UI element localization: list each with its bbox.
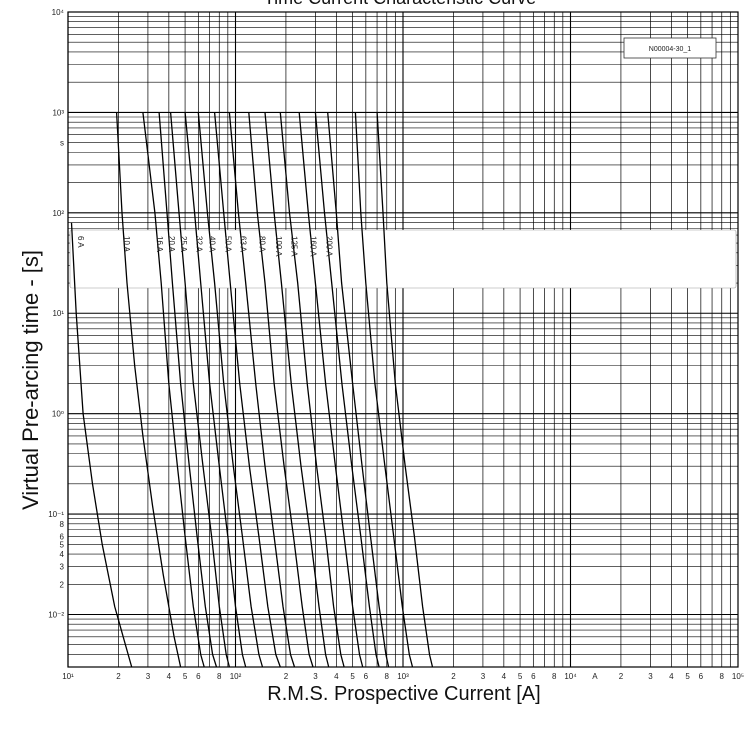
x-tick-label: 5 [685,672,690,681]
fuse-label: 50 A [224,236,233,253]
fuse-curve [327,112,390,668]
x-tick-label: 10¹ [62,672,74,681]
label-band [69,229,737,289]
fuse-curve [184,112,247,668]
y-tick-label: 10⁻¹ [48,510,64,519]
y-tick-label: 3 [60,563,65,572]
fuse-curve [248,112,314,668]
y-tick-label: 10² [52,209,64,218]
fuse-label: 100 A [274,236,283,257]
x-tick-label: 5 [350,672,355,681]
x-tick-label: 4 [167,672,172,681]
x-tick-label: 8 [552,672,557,681]
x-tick-label: 3 [313,672,318,681]
x-tick-label: 5 [518,672,523,681]
fuse-label: 200 A [325,236,334,257]
y-axis-label: Virtual Pre-arcing time - [s] [18,250,43,510]
y-tick-label: 6 [60,532,65,541]
fuse-label: 32 A [195,236,204,253]
x-axis-label: R.M.S. Prospective Current [A] [267,683,540,705]
fuse-labels: 6 A 10 A 16 A 20 A 25 A 32 A 40 A 50 A 63 A 80 A 1… [76,236,333,257]
fuse-label: 40 A [207,236,216,253]
y-tick-label: 10⁰ [52,410,64,419]
x-tick-label: A [592,672,598,681]
y-tick-label: s [60,139,64,148]
y-tick-label: 8 [60,520,65,529]
fuse-curve [298,112,364,668]
x-tick-label: 2 [116,672,121,681]
y-tick-label: 10³ [52,108,64,117]
x-tick-label: 8 [385,672,390,681]
x-tick-label: 4 [502,672,507,681]
x-tick-label: 10⁵ [732,672,744,681]
x-tick-label: 6 [531,672,536,681]
chart-title: Time Current Characteristic Curve [264,0,536,8]
x-tick-label: 2 [619,672,624,681]
fuse-curve [142,112,205,668]
x-tick-label: 6 [699,672,704,681]
fuse-curve [115,112,182,668]
fuse-curve [70,222,133,668]
fuse-label: 25 A [179,236,188,253]
x-tick-label: 8 [720,672,725,681]
y-tick-label: 10⁴ [52,8,65,17]
fuse-label: 20 A [167,236,176,253]
fuse-label: 63 A [238,236,247,253]
fuse-label: 10 A [122,236,131,253]
x-tick-label: 3 [146,672,151,681]
x-tick-label: 2 [451,672,456,681]
fuse-curve [279,112,345,668]
fuse-label: 80 A [257,236,266,253]
curves [70,112,434,668]
x-tick-label: 8 [217,672,222,681]
x-tick-label: 4 [669,672,674,681]
label-band-box [69,229,737,289]
y-ticks: 10⁴ 10³ s 10² 10¹ 10⁰ 10⁻¹8 654 3 2 10⁻² [48,8,64,619]
fuse-label: 160 A [308,236,317,257]
chart-id-box: N00004-30_1 [623,37,717,59]
x-tick-label: 3 [481,672,486,681]
fuse-curve [376,112,434,668]
fuse-curve [158,112,218,668]
fuse-label: 16 A [155,236,164,253]
x-tick-label: 2 [284,672,289,681]
x-tick-label: 10² [230,672,242,681]
fuse-curve [169,112,231,668]
y-tick-label: 5 [60,540,65,549]
y-tick-label: 2 [60,580,65,589]
y-tick-label: 10¹ [52,309,64,318]
fuse-curve [213,112,281,668]
x-tick-label: 10³ [397,672,409,681]
x-tick-label: 4 [334,672,339,681]
plot-frame [67,11,739,668]
fuse-curve [354,112,414,668]
x-tick-label: 3 [648,672,653,681]
y-tick-label: 10⁻² [48,610,64,619]
x-tick-label: 6 [196,672,201,681]
chart-id: N00004-30_1 [649,46,692,53]
fuse-label: 6 A [76,236,85,248]
fuse-curve [228,112,296,668]
x-tick-label: 5 [183,672,188,681]
fuse-curve [197,112,264,668]
fuse-curve [264,112,330,668]
chart-id-frame [623,37,717,59]
fuse-curve [314,112,380,668]
x-tick-label: 10⁴ [564,672,577,681]
y-tick-label: 4 [60,550,65,559]
fuse-label: 125 A [290,236,299,257]
x-tick-label: 6 [364,672,369,681]
x-ticks: 10¹ 2 3 4 5 6 8 10² 2 3 4 5 6 8 10³ 2 3 4 5 6 8 10⁴ A 2 3 4 5 6 8 10⁵ [62,672,744,681]
